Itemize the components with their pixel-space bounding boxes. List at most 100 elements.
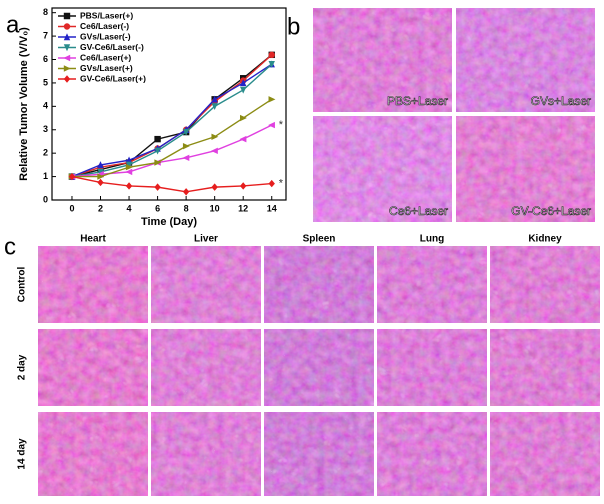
legend-marker [63, 12, 71, 20]
legend-label: GV-Ce6/Laser(+) [80, 73, 146, 83]
marker [68, 172, 76, 181]
legend-marker [63, 44, 71, 52]
marker [97, 161, 104, 169]
marker [239, 79, 247, 87]
image-texture [264, 329, 374, 406]
image-texture [490, 246, 600, 323]
image-texture [456, 116, 595, 222]
y-tick-label: 4 [43, 101, 48, 111]
y-tick-label: 0 [43, 194, 48, 204]
x-tick-label: 12 [238, 203, 248, 213]
y-tick-label: 8 [43, 7, 48, 17]
series-line [71, 63, 273, 178]
column-header: Kidney [528, 234, 562, 245]
panel-label: c [4, 233, 16, 260]
image-texture [490, 412, 600, 496]
y-tick-label: 2 [43, 148, 48, 158]
x-tick-label: 14 [267, 203, 277, 213]
image-texture [313, 8, 452, 112]
legend-label: GV-Ce6/Laser(-) [80, 42, 144, 52]
y-tick-label: 7 [43, 30, 48, 40]
column-header: Heart [80, 234, 106, 245]
column-header: Lung [420, 234, 444, 245]
x-tick-label: 2 [98, 203, 103, 213]
row-label: Control [17, 267, 28, 303]
marker [154, 147, 161, 155]
image-texture [456, 8, 595, 112]
legend-label: GVs/Laser(+) [80, 63, 133, 73]
marker [239, 135, 247, 143]
marker [125, 161, 133, 169]
marker [154, 159, 162, 166]
marker [268, 96, 276, 103]
legend-marker [63, 75, 71, 83]
marker [268, 121, 275, 129]
legend-label: Ce6/Laser(-) [80, 21, 129, 31]
marker [154, 183, 161, 191]
marker [239, 182, 247, 190]
image-texture [38, 329, 148, 406]
image-texture [151, 412, 261, 496]
series-line [71, 98, 273, 178]
marker [182, 142, 190, 150]
marker [239, 114, 247, 122]
y-axis-label: Relative Tumor Volume (V/V₀) [18, 27, 30, 181]
y-tick-label: 5 [43, 77, 48, 87]
series-line [71, 63, 273, 178]
annotation: * [279, 119, 284, 131]
column-header: Spleen [303, 234, 336, 245]
marker [268, 179, 275, 188]
marker [211, 183, 218, 191]
image-label: PBS+Laser [387, 94, 448, 108]
image-texture [313, 116, 452, 222]
image-label: GVs+Laser [531, 94, 591, 108]
marker [125, 164, 133, 171]
marker [211, 95, 218, 103]
marker [97, 173, 105, 180]
marker [154, 135, 161, 143]
image-texture [38, 412, 148, 496]
image-texture [490, 329, 600, 406]
legend-marker [63, 23, 71, 30]
x-tick-label: 4 [127, 203, 132, 213]
marker [125, 182, 133, 190]
x-tick-label: 8 [184, 203, 189, 213]
image-texture [151, 329, 261, 406]
image-texture [264, 246, 374, 323]
x-axis-label: Time (Day) [141, 216, 197, 228]
column-header: Liver [194, 234, 218, 245]
marker [211, 133, 219, 140]
x-tick-label: 6 [155, 203, 160, 213]
x-tick-label: 10 [210, 203, 220, 213]
image-texture [377, 329, 487, 406]
image-label: Ce6+Laser [389, 204, 448, 218]
y-tick-label: 6 [43, 54, 48, 64]
marker [211, 103, 218, 111]
marker [182, 128, 190, 136]
image-texture [377, 246, 487, 323]
marker [268, 60, 275, 68]
panel-label: a [6, 11, 20, 38]
legend-label: GVs/Laser(-) [80, 31, 131, 41]
y-tick-label: 1 [43, 171, 48, 181]
marker [125, 156, 133, 164]
image-texture [377, 412, 487, 496]
image-texture [264, 412, 374, 496]
x-tick-label: 0 [69, 203, 74, 213]
panel-label: b [287, 13, 300, 40]
image-texture [151, 246, 261, 323]
marker [268, 51, 275, 59]
marker [97, 168, 104, 176]
plot-frame [51, 7, 287, 201]
legend-label: PBS/Laser(+) [80, 10, 133, 20]
row-label: 14 day [17, 438, 28, 470]
legend-marker [63, 54, 71, 62]
legend-marker [63, 33, 71, 41]
series-line [71, 124, 273, 178]
image-label: GV-Ce6+Laser [511, 204, 591, 218]
marker [239, 86, 247, 94]
y-tick-label: 3 [43, 124, 48, 134]
row-label: 2 day [17, 354, 28, 380]
image-texture [38, 246, 148, 323]
